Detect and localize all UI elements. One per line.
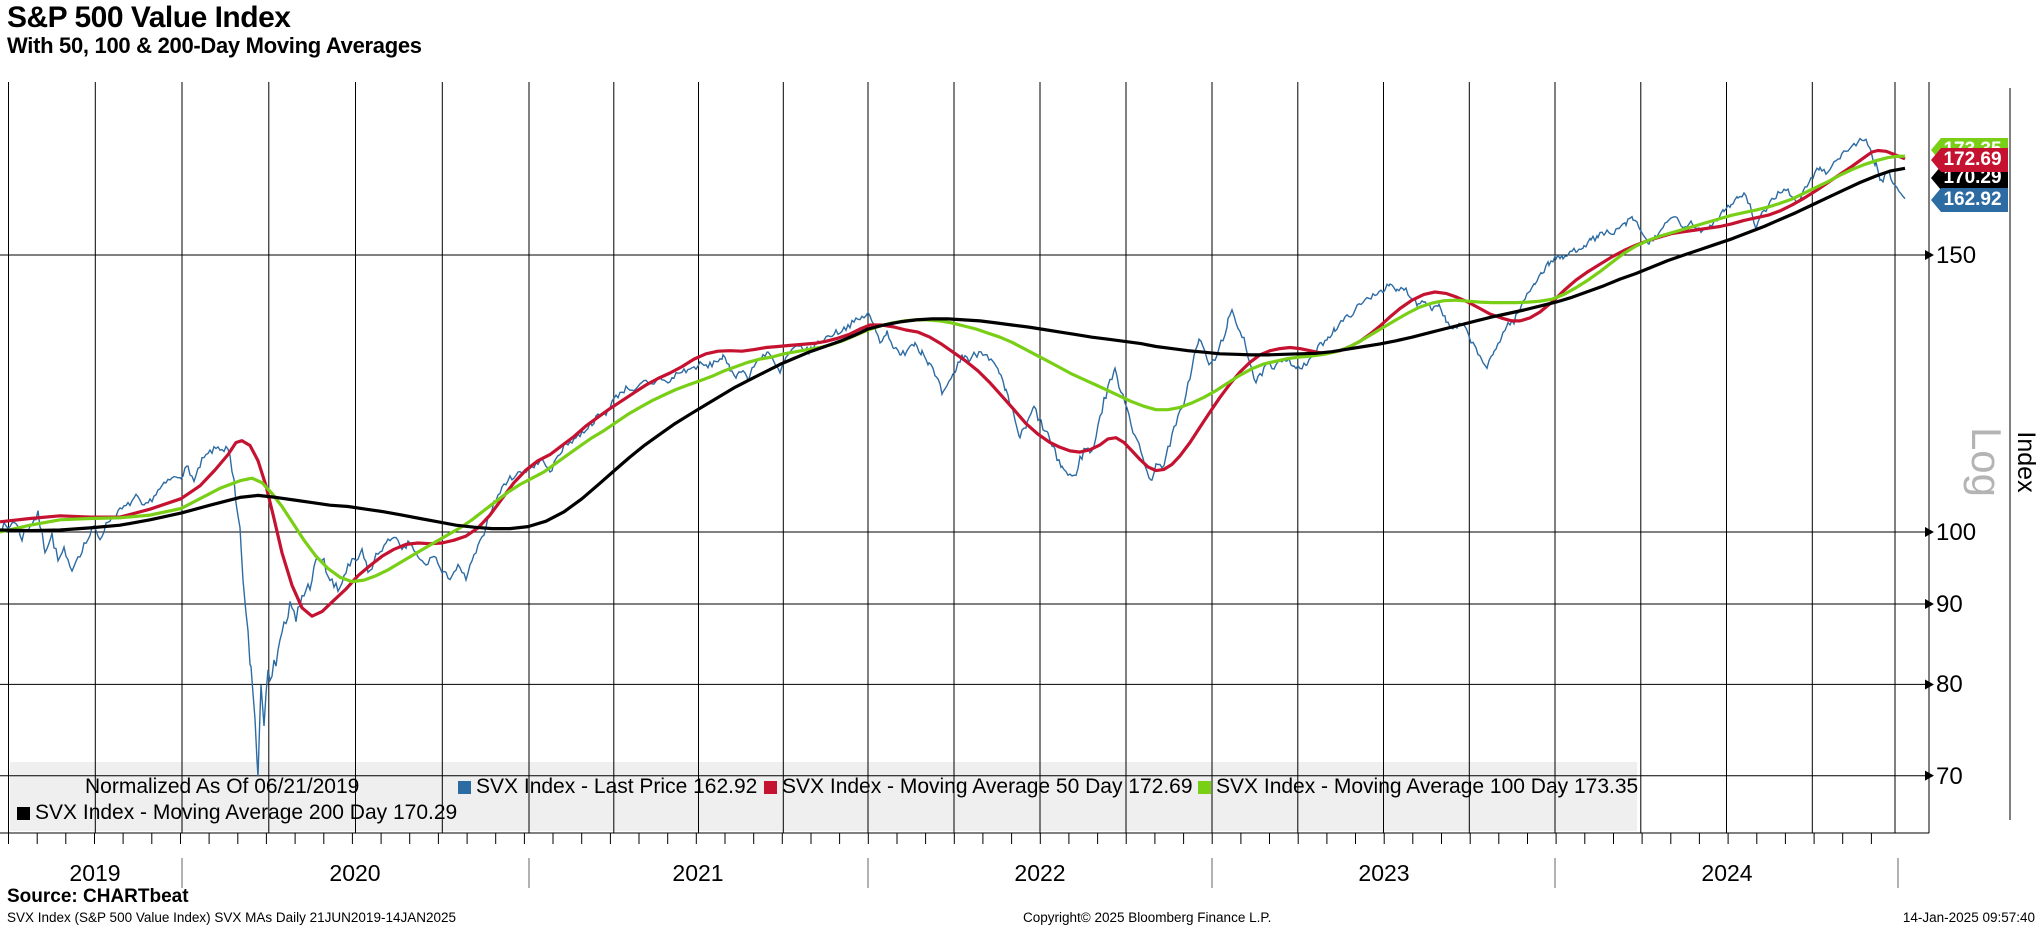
price-badge-ma50: 172.69 [1931,148,2008,172]
y-tick-150: 150 [1936,242,1977,269]
page-title: S&P 500 Value Index [7,1,291,34]
x-tick-2023: 2023 [1358,860,1410,886]
source-line: Source: CHARTbeat [7,886,189,907]
series-line-ma100 [0,154,1906,584]
y-tick-80: 80 [1936,671,1963,698]
ma200-swatch-icon [17,807,30,820]
y-tick-100: 100 [1936,519,1977,546]
x-tick-2019: 2019 [69,860,121,886]
series-line-ma200 [0,166,1906,533]
footer-security-info: SVX Index (S&P 500 Value Index) SVX MAs … [7,910,456,925]
legend-item-ma200[interactable]: SVX Index - Moving Average 200 Day 170.2… [17,800,457,826]
x-tick-2021: 2021 [672,860,724,886]
legend-normalized-note: Normalized As Of 06/21/2019 [85,775,360,798]
y-tick-arrow-icon [1925,598,1934,609]
y-tick-90: 90 [1936,591,1963,618]
y-tick-70: 70 [1936,763,1963,790]
y-tick-arrow-icon [1925,770,1934,781]
legend-item-ma100[interactable]: SVX Index - Moving Average 100 Day 173.3… [1198,774,1638,800]
last-price-swatch-icon [458,781,471,794]
series-line-ma50 [0,148,1906,618]
x-tick-2022: 2022 [1014,860,1066,886]
ma100-swatch-icon [1198,781,1211,794]
page-subtitle: With 50, 100 & 200-Day Moving Averages [7,33,422,58]
footer-timestamp: 14-Jan-2025 09:57:40 [1902,910,2035,925]
y-tick-arrow-icon [1925,250,1934,261]
x-tick-2024: 2024 [1701,860,1753,886]
ma50-swatch-icon [764,781,777,794]
footer-copyright: Copyright© 2025 Bloomberg Finance L.P. [1023,910,1272,925]
y-axis-title: Index [2012,431,2040,493]
x-tick-2020: 2020 [329,860,381,886]
y-tick-arrow-icon [1925,527,1934,537]
legend-item-ma50[interactable]: SVX Index - Moving Average 50 Day 172.69 [764,774,1193,800]
y-tick-arrow-icon [1925,679,1934,690]
series-line-last-price [0,137,1906,777]
price-badge-last: 162.92 [1931,188,2008,212]
legend-item-last-price[interactable]: SVX Index - Last Price 162.92 [458,774,757,800]
